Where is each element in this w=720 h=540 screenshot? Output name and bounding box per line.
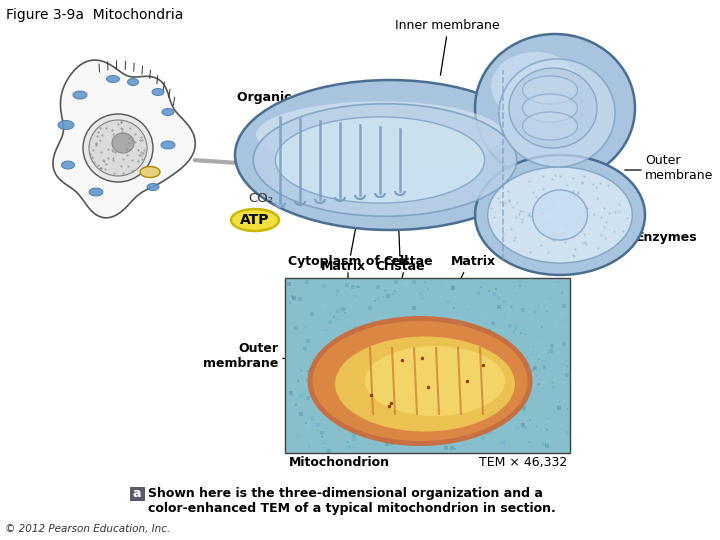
Text: TEM × 46,332: TEM × 46,332 (479, 456, 567, 469)
Ellipse shape (235, 80, 545, 230)
Text: Shown here is the three-dimensional organization and a
color-enhanced TEM of a t: Shown here is the three-dimensional orga… (148, 487, 556, 515)
Ellipse shape (231, 209, 279, 231)
Text: a: a (132, 487, 141, 500)
Ellipse shape (491, 52, 579, 120)
Ellipse shape (107, 76, 120, 83)
Ellipse shape (83, 114, 153, 182)
Ellipse shape (509, 68, 597, 148)
Text: Matrix: Matrix (451, 255, 495, 268)
Text: ATP: ATP (240, 213, 270, 227)
Ellipse shape (256, 102, 504, 168)
Ellipse shape (162, 109, 174, 116)
Text: Matrix: Matrix (320, 260, 366, 273)
Ellipse shape (140, 166, 160, 178)
Ellipse shape (523, 94, 577, 122)
Bar (285, 278, 570, 453)
Ellipse shape (307, 316, 533, 446)
Text: Cristae: Cristae (383, 255, 433, 268)
Text: Figure 3-9a  Mitochondria: Figure 3-9a Mitochondria (6, 8, 184, 22)
Ellipse shape (161, 141, 175, 149)
Polygon shape (53, 60, 195, 218)
Text: Organic molecules
and O₂: Organic molecules and O₂ (238, 91, 366, 119)
Ellipse shape (523, 112, 577, 140)
Text: © 2012 Pearson Education, Inc.: © 2012 Pearson Education, Inc. (5, 524, 170, 534)
Text: Cristae: Cristae (375, 260, 425, 273)
Ellipse shape (89, 188, 103, 196)
Ellipse shape (487, 167, 632, 263)
Text: Outer
membrane: Outer membrane (202, 342, 278, 370)
Ellipse shape (147, 184, 159, 191)
Ellipse shape (312, 321, 528, 441)
Bar (285, 278, 570, 453)
Ellipse shape (58, 120, 74, 130)
Ellipse shape (365, 346, 505, 416)
Bar (285, 278, 570, 453)
Text: Outer
membrane: Outer membrane (645, 154, 714, 182)
Ellipse shape (73, 91, 87, 99)
Ellipse shape (499, 59, 615, 167)
Ellipse shape (475, 34, 635, 182)
Ellipse shape (533, 190, 588, 240)
Ellipse shape (335, 336, 515, 431)
Ellipse shape (61, 161, 74, 169)
Ellipse shape (523, 76, 577, 104)
Ellipse shape (253, 104, 517, 216)
Text: Mitochondrion: Mitochondrion (289, 456, 390, 469)
Text: Enzymes: Enzymes (636, 232, 698, 245)
Text: Cytoplasm of cell: Cytoplasm of cell (288, 255, 408, 268)
Ellipse shape (475, 155, 645, 275)
Ellipse shape (275, 117, 485, 203)
Text: Inner membrane: Inner membrane (395, 19, 499, 32)
Ellipse shape (152, 89, 164, 96)
Bar (130, 487, 144, 500)
Ellipse shape (112, 133, 134, 153)
Ellipse shape (127, 78, 138, 85)
Text: CO₂: CO₂ (248, 192, 273, 205)
Ellipse shape (89, 120, 147, 176)
